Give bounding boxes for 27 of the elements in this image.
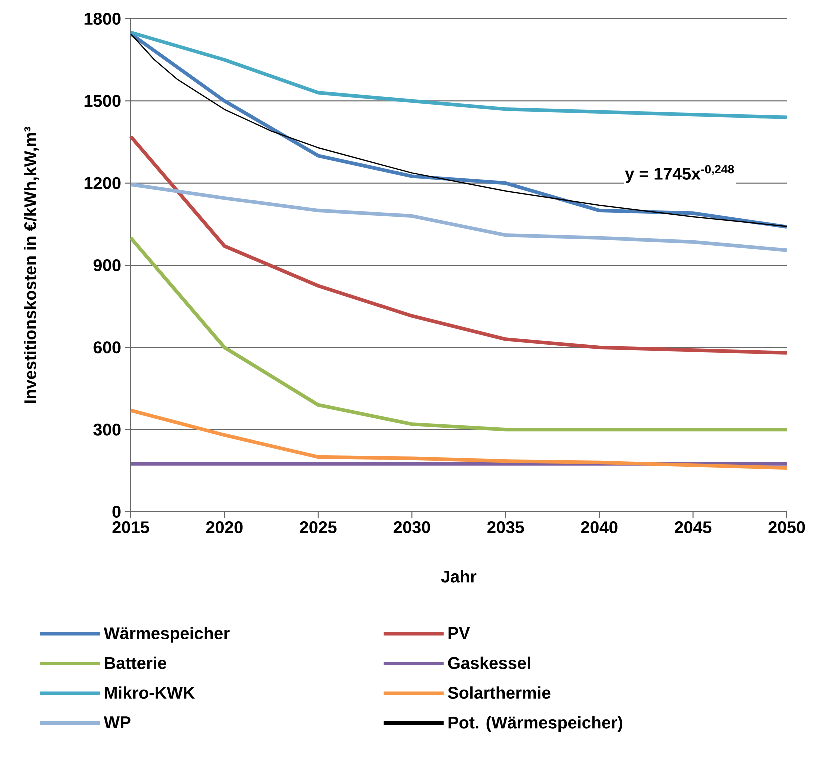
x-tick-label: 2020 — [206, 522, 243, 534]
y-tick-label: 1200 — [84, 177, 121, 190]
legend-label: Gaskessel — [448, 656, 530, 670]
legend-label: Wärmespeicher — [104, 627, 230, 643]
legend-label: WP — [104, 716, 131, 728]
y-tick-label: 1800 — [84, 12, 121, 25]
x-tick-label: 2050 — [768, 522, 806, 534]
x-tick-label: 2045 — [675, 522, 712, 534]
legend-label: Mikro-KWK — [105, 686, 196, 700]
y-tick-label: 1500 — [84, 95, 121, 108]
x-axis-title: Jahr — [441, 570, 477, 583]
y-axis-title: Investitionskosten in €/kWh,kW,m³ — [24, 127, 39, 404]
y-tick-label: 0 — [112, 506, 121, 518]
y-tick-label: 600 — [94, 342, 121, 354]
legend-label: PV — [448, 627, 470, 640]
x-tick-label: 2015 — [112, 522, 150, 534]
legend-label: Pot. (Wärmespeicher) — [448, 716, 623, 732]
y-tick-label: 900 — [94, 260, 121, 272]
x-tick-label: 2035 — [488, 522, 524, 534]
line-series — [129, 182, 789, 252]
y-tick-label: 300 — [94, 424, 121, 436]
x-tick-label: 2040 — [581, 522, 618, 534]
annotation: y = 1745x$^{-0,248}$ — [625, 165, 734, 184]
x-tick-label: 2030 — [394, 522, 430, 534]
legend-label: Batterie — [105, 656, 166, 670]
x-tick-label: 2025 — [300, 522, 337, 534]
legend-label: Solarthermie — [448, 686, 551, 700]
